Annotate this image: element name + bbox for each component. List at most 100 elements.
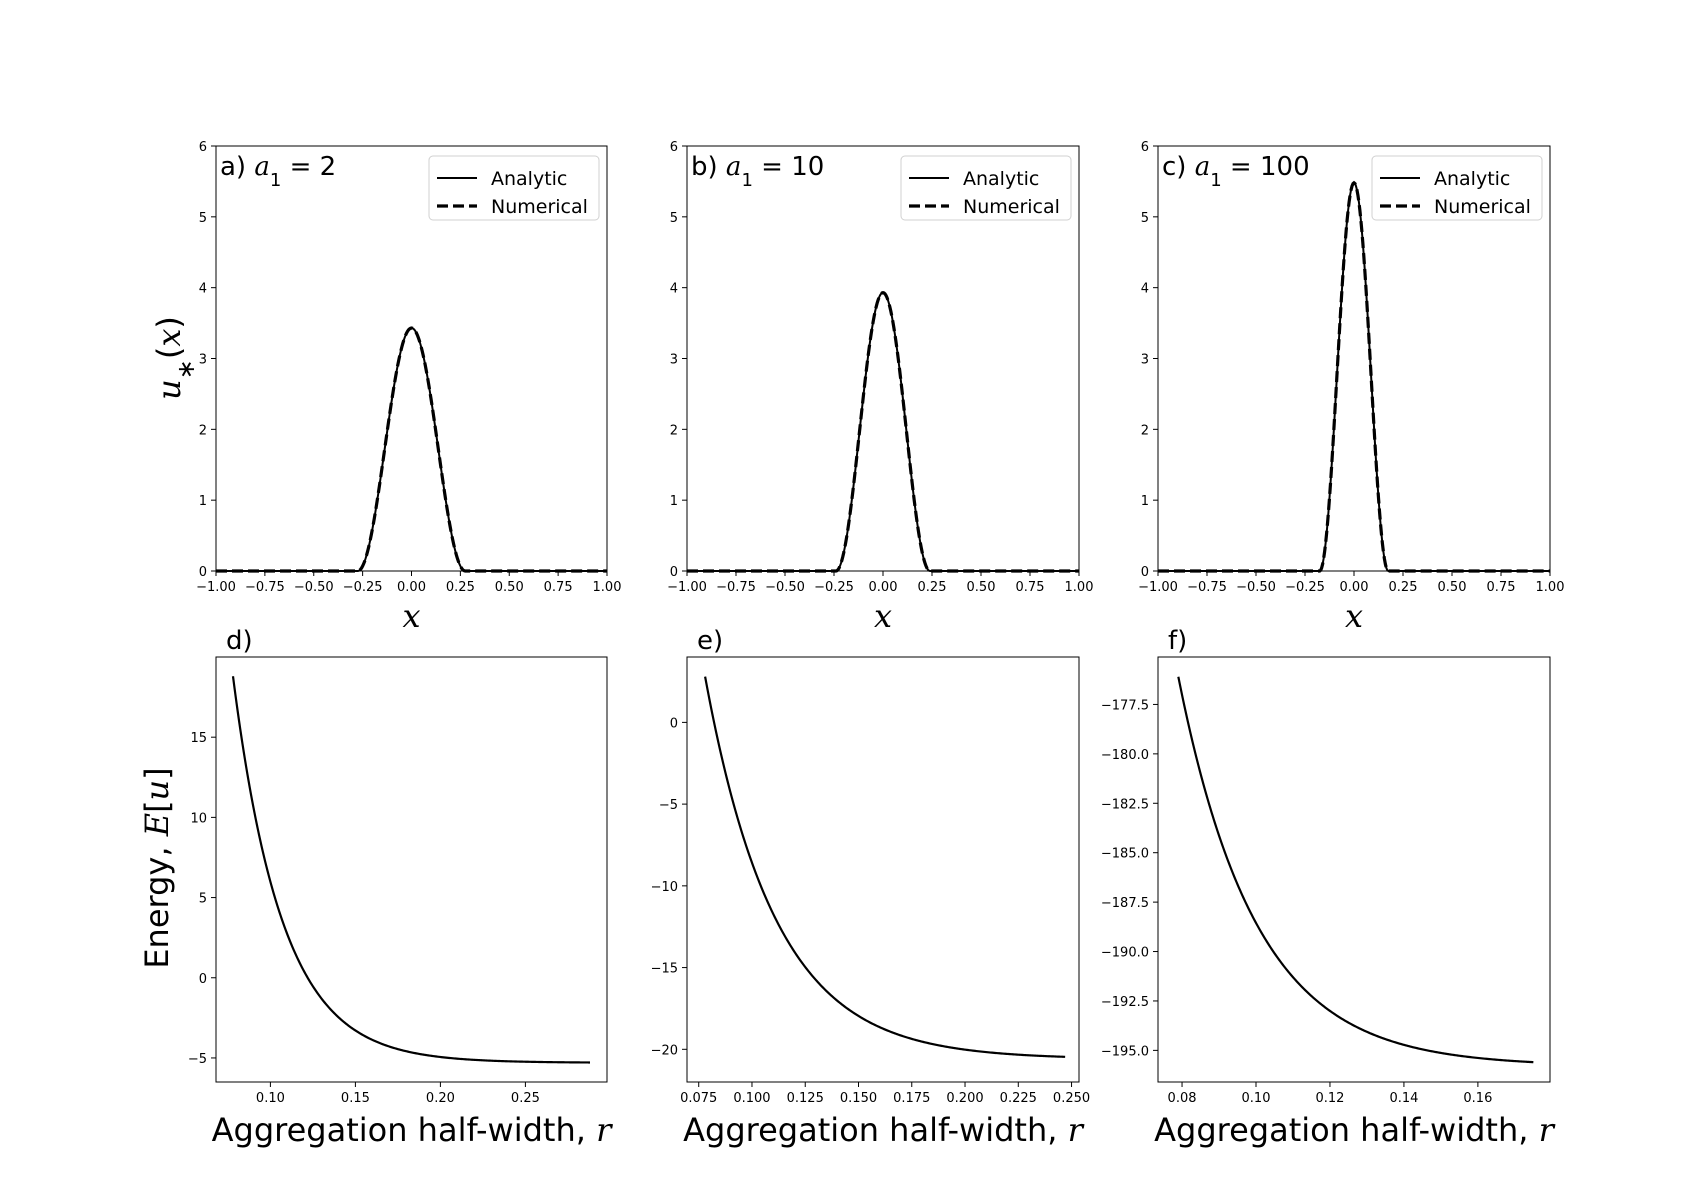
- x-tick-label: 0.50: [495, 580, 524, 595]
- x-tick-label: −0.50: [1236, 580, 1276, 595]
- x-tick-label: 0.75: [1016, 580, 1045, 595]
- x-tick-label: −0.25: [1285, 580, 1325, 595]
- y-tick-label: 0: [1141, 565, 1149, 580]
- x-tick-label: 0.00: [869, 580, 898, 595]
- y-tick-label: −15: [651, 962, 678, 977]
- x-tick-label: 0.14: [1389, 1091, 1418, 1106]
- y-tick-label: −185.0: [1101, 847, 1149, 862]
- y-tick-label: 0: [670, 716, 678, 731]
- x-tick-label: 0.00: [397, 580, 426, 595]
- legend-label-analytic: Analytic: [963, 168, 1039, 190]
- x-tick-label: −0.25: [343, 580, 383, 595]
- y-tick-label: 10: [190, 811, 207, 826]
- legend-label-numerical: Numerical: [1434, 196, 1531, 218]
- panel-tag: f): [1168, 626, 1187, 656]
- y-tick-label: 2: [670, 423, 678, 438]
- panel-tag: d): [226, 626, 253, 656]
- legend-box: [900, 155, 1072, 221]
- panel-title: a) a1 = 2: [220, 152, 336, 191]
- x-tick-label: −0.75: [245, 580, 285, 595]
- legend-label-analytic: Analytic: [491, 168, 567, 190]
- y-tick-label: −10: [651, 880, 678, 895]
- panel-d: 0.10 0.15 0.20 0.25 −5 0 5 10 15 d) Aggregation ha…: [188, 626, 613, 1149]
- axes-frame: [686, 656, 1080, 1083]
- panel-b: −1.00 −0.75 −0.50 −0.25 0.00 0.25 0.50 0.75 1.00…: [667, 140, 1093, 635]
- x-tick-label: 0.10: [256, 1091, 285, 1106]
- x-tick-label: −0.50: [765, 580, 805, 595]
- x-axis-label: Aggregation half-width, r: [212, 1111, 613, 1149]
- x-axis-label: x: [402, 597, 420, 635]
- y-tick-label: 6: [670, 140, 678, 155]
- x-tick-label: −0.50: [294, 580, 334, 595]
- x-tick-label: 0.150: [840, 1091, 877, 1106]
- axes-frame: [686, 145, 1080, 572]
- x-axis-label: x: [874, 597, 892, 635]
- x-tick-label: 0.75: [544, 580, 573, 595]
- y-tick-label: 1: [670, 494, 678, 509]
- x-tick-label: 0.25: [446, 580, 475, 595]
- y-tick-label: 2: [199, 423, 207, 438]
- x-tick-label: 0.075: [680, 1091, 717, 1106]
- panel-title: b) a1 = 10: [691, 152, 824, 191]
- x-tick-label: −0.75: [716, 580, 756, 595]
- x-tick-label: −1.00: [196, 580, 236, 595]
- y-tick-label: 5: [1141, 211, 1149, 226]
- x-axis-label: Aggregation half-width, r: [683, 1111, 1084, 1149]
- y-tick-label: 3: [199, 353, 207, 368]
- y-tick-label: −187.5: [1101, 896, 1149, 911]
- x-tick-label: 0.250: [1053, 1091, 1090, 1106]
- y-tick-label: −5: [659, 798, 678, 813]
- panel-a: −1.00 −0.75 −0.50 −0.25 0.00 0.25 0.50 0.75 1.00…: [196, 140, 621, 635]
- y-tick-label: 6: [1141, 140, 1149, 155]
- legend-box: [428, 155, 600, 221]
- x-tick-label: 1.00: [1536, 580, 1565, 595]
- y-tick-label: 5: [199, 892, 207, 907]
- y-tick-label: 3: [670, 353, 678, 368]
- y-tick-label: −20: [651, 1043, 678, 1058]
- y-tick-label: −177.5: [1101, 698, 1149, 713]
- x-tick-label: 0.10: [1242, 1091, 1271, 1106]
- x-tick-label: 0.00: [1340, 580, 1369, 595]
- axes-frame: [1157, 145, 1551, 572]
- energy-curve: [1177, 676, 1534, 1064]
- y-tick-label: −192.5: [1101, 995, 1149, 1010]
- y-tick-label: 4: [1141, 282, 1149, 297]
- energy-curve: [704, 676, 1066, 1058]
- y-tick-label: 6: [199, 140, 207, 155]
- y-tick-label: 15: [190, 731, 207, 746]
- x-tick-label: 0.25: [1389, 580, 1418, 595]
- legend-label-numerical: Numerical: [963, 196, 1060, 218]
- ylabel-top: u∗(x): [150, 316, 200, 400]
- x-tick-label: 0.100: [733, 1091, 770, 1106]
- y-tick-label: 1: [199, 494, 207, 509]
- x-tick-label: 0.225: [1000, 1091, 1037, 1106]
- y-tick-label: −195.0: [1101, 1044, 1149, 1059]
- panel-f: 0.08 0.10 0.12 0.14 0.16 −195.0 −192.5 −190.0 −1…: [1101, 626, 1556, 1149]
- y-tick-label: 4: [199, 282, 207, 297]
- y-tick-label: 0: [199, 565, 207, 580]
- axes-frame: [1157, 656, 1551, 1083]
- y-tick-label: 2: [1141, 423, 1149, 438]
- y-tick-label: 5: [670, 211, 678, 226]
- y-tick-label: −180.0: [1101, 748, 1149, 763]
- y-tick-label: −5: [188, 1052, 207, 1067]
- legend-label-numerical: Numerical: [491, 196, 588, 218]
- panel-c: −1.00 −0.75 −0.50 −0.25 0.00 0.25 0.50 0.75 1.00…: [1138, 140, 1564, 635]
- x-tick-label: 0.16: [1463, 1091, 1492, 1106]
- x-tick-label: 0.25: [918, 580, 947, 595]
- y-tick-label: 1: [1141, 494, 1149, 509]
- x-tick-label: 0.200: [946, 1091, 983, 1106]
- chart-panels: −1.00 −0.75 −0.50 −0.25 0.00 0.25 0.50 0.75 1.00…: [188, 140, 1565, 1149]
- energy-curve: [231, 676, 591, 1064]
- x-tick-label: 0.15: [341, 1091, 370, 1106]
- panel-title: c) a1 = 100: [1162, 152, 1310, 191]
- x-tick-label: 0.25: [511, 1091, 540, 1106]
- x-tick-label: 0.75: [1487, 580, 1516, 595]
- y-tick-label: 4: [670, 282, 678, 297]
- x-axis-label: Aggregation half-width, r: [1154, 1111, 1555, 1149]
- ylabel-bottom: Energy, E[u]: [138, 767, 176, 968]
- x-tick-label: −0.25: [814, 580, 854, 595]
- y-tick-label: 0: [199, 972, 207, 987]
- x-tick-label: 0.20: [426, 1091, 455, 1106]
- x-tick-label: 0.175: [893, 1091, 930, 1106]
